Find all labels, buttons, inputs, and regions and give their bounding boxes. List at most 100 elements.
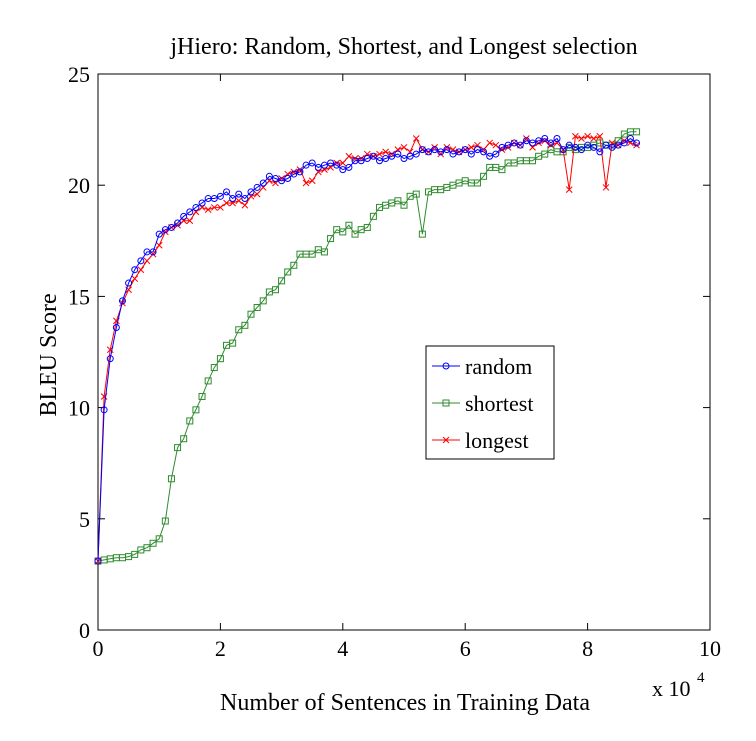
data-point xyxy=(174,221,181,229)
data-point xyxy=(351,230,359,238)
data-point xyxy=(167,475,175,483)
x-tick-label: 10 xyxy=(699,636,721,661)
data-point xyxy=(167,223,175,231)
data-point xyxy=(259,179,267,187)
data-point xyxy=(296,166,304,173)
data-point xyxy=(216,355,224,363)
data-point xyxy=(216,192,224,200)
data-point xyxy=(633,141,640,149)
data-point xyxy=(327,159,335,167)
legend: random shortest longest xyxy=(425,345,555,460)
data-point xyxy=(235,326,243,334)
data-point xyxy=(480,148,488,156)
axes-frame xyxy=(97,73,711,631)
data-point xyxy=(241,195,249,203)
data-point xyxy=(241,201,249,209)
data-point xyxy=(363,155,371,163)
data-point xyxy=(547,139,555,147)
data-point xyxy=(486,152,494,160)
data-point xyxy=(400,201,408,209)
data-point xyxy=(504,141,512,149)
data-point xyxy=(584,132,591,140)
data-point xyxy=(443,144,451,151)
data-point xyxy=(320,248,328,256)
y-tick-label: 0 xyxy=(79,618,90,643)
data-point xyxy=(492,150,500,158)
data-point xyxy=(572,132,579,140)
data-point xyxy=(235,197,243,205)
data-point xyxy=(339,166,347,174)
data-point xyxy=(265,172,273,180)
data-point xyxy=(333,161,341,169)
data-point xyxy=(198,199,206,207)
data-point xyxy=(174,444,182,452)
data-point xyxy=(418,146,426,154)
series-line xyxy=(97,137,637,562)
data-point xyxy=(412,150,420,158)
data-point xyxy=(620,137,628,145)
data-point xyxy=(210,195,218,203)
data-point xyxy=(467,150,475,158)
plot-area: 0 2 4 6 8 10 0 5 10 15 20 25 xyxy=(68,62,721,661)
data-point xyxy=(180,435,188,443)
data-point xyxy=(198,392,206,400)
data-point xyxy=(442,399,450,407)
chart-title: jHiero: Random, Shortest, and Longest se… xyxy=(169,34,637,60)
data-point xyxy=(608,143,616,151)
data-point xyxy=(394,150,402,158)
data-point xyxy=(522,137,530,145)
data-point xyxy=(174,219,182,227)
data-point xyxy=(186,208,194,216)
data-point xyxy=(626,134,634,142)
data-point xyxy=(155,230,163,238)
data-point xyxy=(271,286,279,294)
data-point xyxy=(382,148,389,156)
data-point xyxy=(473,146,481,154)
data-point xyxy=(259,297,267,305)
data-point xyxy=(596,148,604,156)
data-point xyxy=(112,324,120,332)
data-point xyxy=(584,141,592,149)
x-axis-multiplier: x 10 xyxy=(652,676,691,701)
data-point xyxy=(308,177,316,185)
data-point xyxy=(424,148,432,156)
data-point xyxy=(388,152,396,160)
data-point xyxy=(602,184,610,191)
data-point xyxy=(565,186,573,194)
y-tick-label: 20 xyxy=(68,173,90,198)
series-longest xyxy=(94,132,640,565)
data-point xyxy=(559,146,567,154)
data-point xyxy=(431,144,438,151)
data-point xyxy=(100,406,108,414)
data-point xyxy=(412,190,420,198)
data-point xyxy=(449,150,457,158)
data-point xyxy=(400,144,408,151)
data-point xyxy=(253,304,261,312)
data-point xyxy=(235,190,243,198)
data-point xyxy=(486,139,494,147)
x-tick-label: 4 xyxy=(337,636,348,661)
data-point xyxy=(498,166,506,174)
data-point xyxy=(229,339,237,347)
data-point xyxy=(161,226,169,234)
x-tick-label: 6 xyxy=(460,636,471,661)
data-point xyxy=(571,143,579,151)
data-point xyxy=(547,141,555,149)
legend-label: random xyxy=(465,354,532,379)
data-point xyxy=(217,204,224,211)
data-point xyxy=(633,128,641,136)
data-point xyxy=(565,141,573,149)
data-point xyxy=(382,155,390,163)
data-point xyxy=(137,257,145,265)
data-point xyxy=(510,139,518,147)
data-point xyxy=(345,163,353,171)
data-point xyxy=(394,197,402,205)
data-point xyxy=(192,406,200,414)
data-point xyxy=(314,163,322,171)
data-point xyxy=(339,228,347,236)
data-point xyxy=(143,257,151,265)
data-point xyxy=(284,268,292,276)
data-point xyxy=(229,195,237,203)
data-point xyxy=(247,310,255,318)
